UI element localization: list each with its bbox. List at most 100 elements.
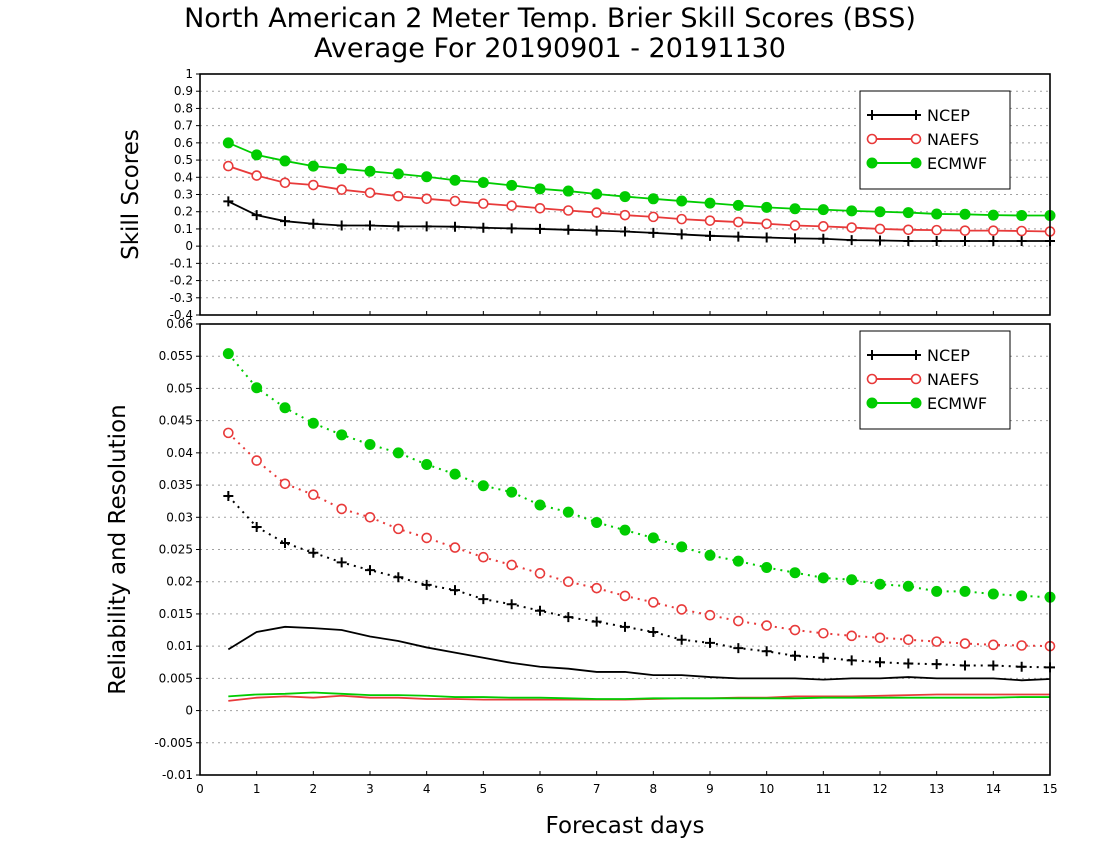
bottom-legend-marker	[911, 350, 921, 360]
top-series-ncep-point	[1016, 235, 1027, 246]
top-series-naefs-point	[449, 195, 461, 207]
bottom-y-tick-label: 0.045	[159, 414, 193, 428]
bottom-series-ecmwf-point	[789, 567, 801, 579]
bottom-series-ecmwf-point	[364, 438, 376, 450]
top-series-naefs-point	[308, 179, 319, 191]
top-series-ecmwf-point	[732, 199, 744, 211]
top-legend-label: NAEFS	[927, 130, 979, 149]
bottom-series-naefs-point	[648, 597, 659, 608]
bottom-series-ncep-point	[648, 626, 659, 637]
bottom-legend-label: NAEFS	[927, 370, 979, 389]
top-series-ncep-point	[676, 229, 687, 240]
bottom-series-naefs-point	[931, 636, 942, 647]
bottom-y-tick-label: -0.01	[162, 768, 193, 782]
bottom-series-naefs-point	[988, 639, 999, 651]
top-series-ncep-point	[931, 235, 942, 246]
bottom-legend-marker	[910, 397, 922, 409]
top-y-tick-label: 0.9	[174, 84, 193, 98]
bottom-series-naefs-point	[364, 511, 376, 523]
bottom-series-ncep-point	[308, 547, 319, 558]
bottom-series-naefs-point	[619, 590, 631, 602]
bottom-series-naefs-point	[251, 455, 262, 466]
top-series-ecmwf-point	[647, 193, 659, 205]
bottom-y-tick-label: 0.055	[159, 349, 193, 363]
top-series-naefs-point	[648, 211, 659, 223]
bottom-series-ecmwf-point	[1016, 590, 1028, 602]
top-y-tick-label: -0.2	[170, 274, 193, 288]
bottom-series-ecmwf-point	[562, 506, 574, 518]
bottom-series-ncep-point	[818, 652, 829, 663]
top-series-ecmwf-point	[874, 206, 886, 218]
bottom-y-tick-label: 0.04	[166, 446, 193, 460]
top-y-tick-label: 0.6	[174, 136, 193, 150]
top-series-naefs-point	[1016, 225, 1027, 237]
bottom-series-naefs-point	[704, 609, 716, 621]
bottom-series-naefs-point	[789, 624, 801, 636]
bottom-series-ecmwf-point	[931, 585, 943, 597]
top-series-naefs-point	[733, 216, 744, 228]
top-series-naefs-point	[619, 209, 631, 221]
bottom-series-ecmwf-point	[534, 499, 546, 511]
bottom-series-naefs-point	[874, 632, 886, 644]
bottom-series-naefs-point	[563, 576, 574, 588]
top-series-ecmwf-point	[846, 205, 858, 217]
x-tick-label: 14	[986, 782, 1001, 796]
bottom-series-ecmwf-point	[222, 348, 234, 360]
top-series-ncep-point	[450, 221, 460, 232]
bottom-legend-marker	[867, 350, 877, 360]
top-series-ecmwf-point	[704, 197, 716, 209]
bottom-series-ncep-point	[761, 646, 772, 657]
bottom-series-ncep-point	[450, 585, 460, 596]
top-y-tick-label: -0.4	[170, 308, 193, 322]
top-y-axis-title: Skill Scores	[118, 129, 144, 260]
bottom-series-ecmwf-point	[506, 486, 518, 498]
bottom-plot-frame	[199, 323, 1051, 776]
top-series-naefs-point	[704, 215, 716, 226]
bottom-series-ecmwf-point	[279, 402, 291, 414]
bottom-series-ncep-point	[563, 612, 574, 623]
bottom-series-naefs-point	[591, 582, 602, 594]
top-series-ncep-point	[280, 216, 290, 227]
top-series-ecmwf-point	[902, 207, 914, 219]
bottom-series-naefs-point	[421, 532, 432, 544]
bottom-series-ncep-point	[1016, 661, 1027, 672]
top-series-naefs-point	[421, 193, 432, 205]
bottom-y-tick-label: 0.015	[159, 607, 193, 621]
bottom-series-ecmwf-point	[336, 429, 348, 441]
bottom-series-ecmwf-point	[987, 588, 999, 600]
bottom-series-naefs-point	[761, 620, 772, 631]
bottom-series-naefs-point	[336, 503, 347, 515]
bottom-y-tick-label: 0.025	[159, 543, 193, 557]
top-series-ncep-point	[393, 221, 404, 232]
bottom-series-naefs-point	[959, 638, 971, 649]
top-series-ncep-line	[227, 200, 1050, 242]
top-series-ncep-point	[563, 224, 574, 235]
bottom-series-naefs-point	[308, 489, 319, 501]
x-tick-label: 13	[929, 782, 944, 796]
top-plot-frame	[199, 73, 1051, 316]
bottom-y-tick-label: 0.05	[166, 381, 193, 395]
bottom-series-ecmwf-reliability-line	[228, 691, 1050, 700]
top-series-naefs-point	[364, 187, 376, 199]
top-series-ncep-point	[535, 223, 545, 234]
top-legend-marker	[866, 157, 878, 169]
top-series-naefs-point	[789, 220, 801, 231]
top-series-naefs-point	[591, 207, 602, 218]
top-y-tick-label: 0.3	[174, 188, 193, 202]
top-series-ecmwf-point	[364, 165, 376, 177]
top-series-ncep-point	[846, 235, 857, 246]
bottom-y-axis-title: Reliability and Resolution	[105, 404, 131, 694]
bottom-y-tick-label: -0.005	[154, 736, 193, 750]
x-tick-label: 11	[816, 782, 831, 796]
bottom-series-naefs-point	[676, 604, 687, 615]
x-tick-label: 1	[253, 782, 261, 796]
top-series-naefs-point	[279, 177, 291, 189]
bottom-series-ecmwf-point	[902, 580, 914, 592]
bottom-y-tick-label: 0.06	[166, 317, 193, 331]
bottom-series-ncep-point	[421, 579, 432, 590]
bottom-series-naefs-point	[393, 523, 404, 535]
top-y-tick-label: 0.4	[174, 170, 193, 184]
bottom-series-ecmwf-point	[676, 541, 688, 553]
top-y-tick-label: 0.7	[174, 119, 193, 133]
bottom-series-naefs-point	[506, 559, 517, 571]
